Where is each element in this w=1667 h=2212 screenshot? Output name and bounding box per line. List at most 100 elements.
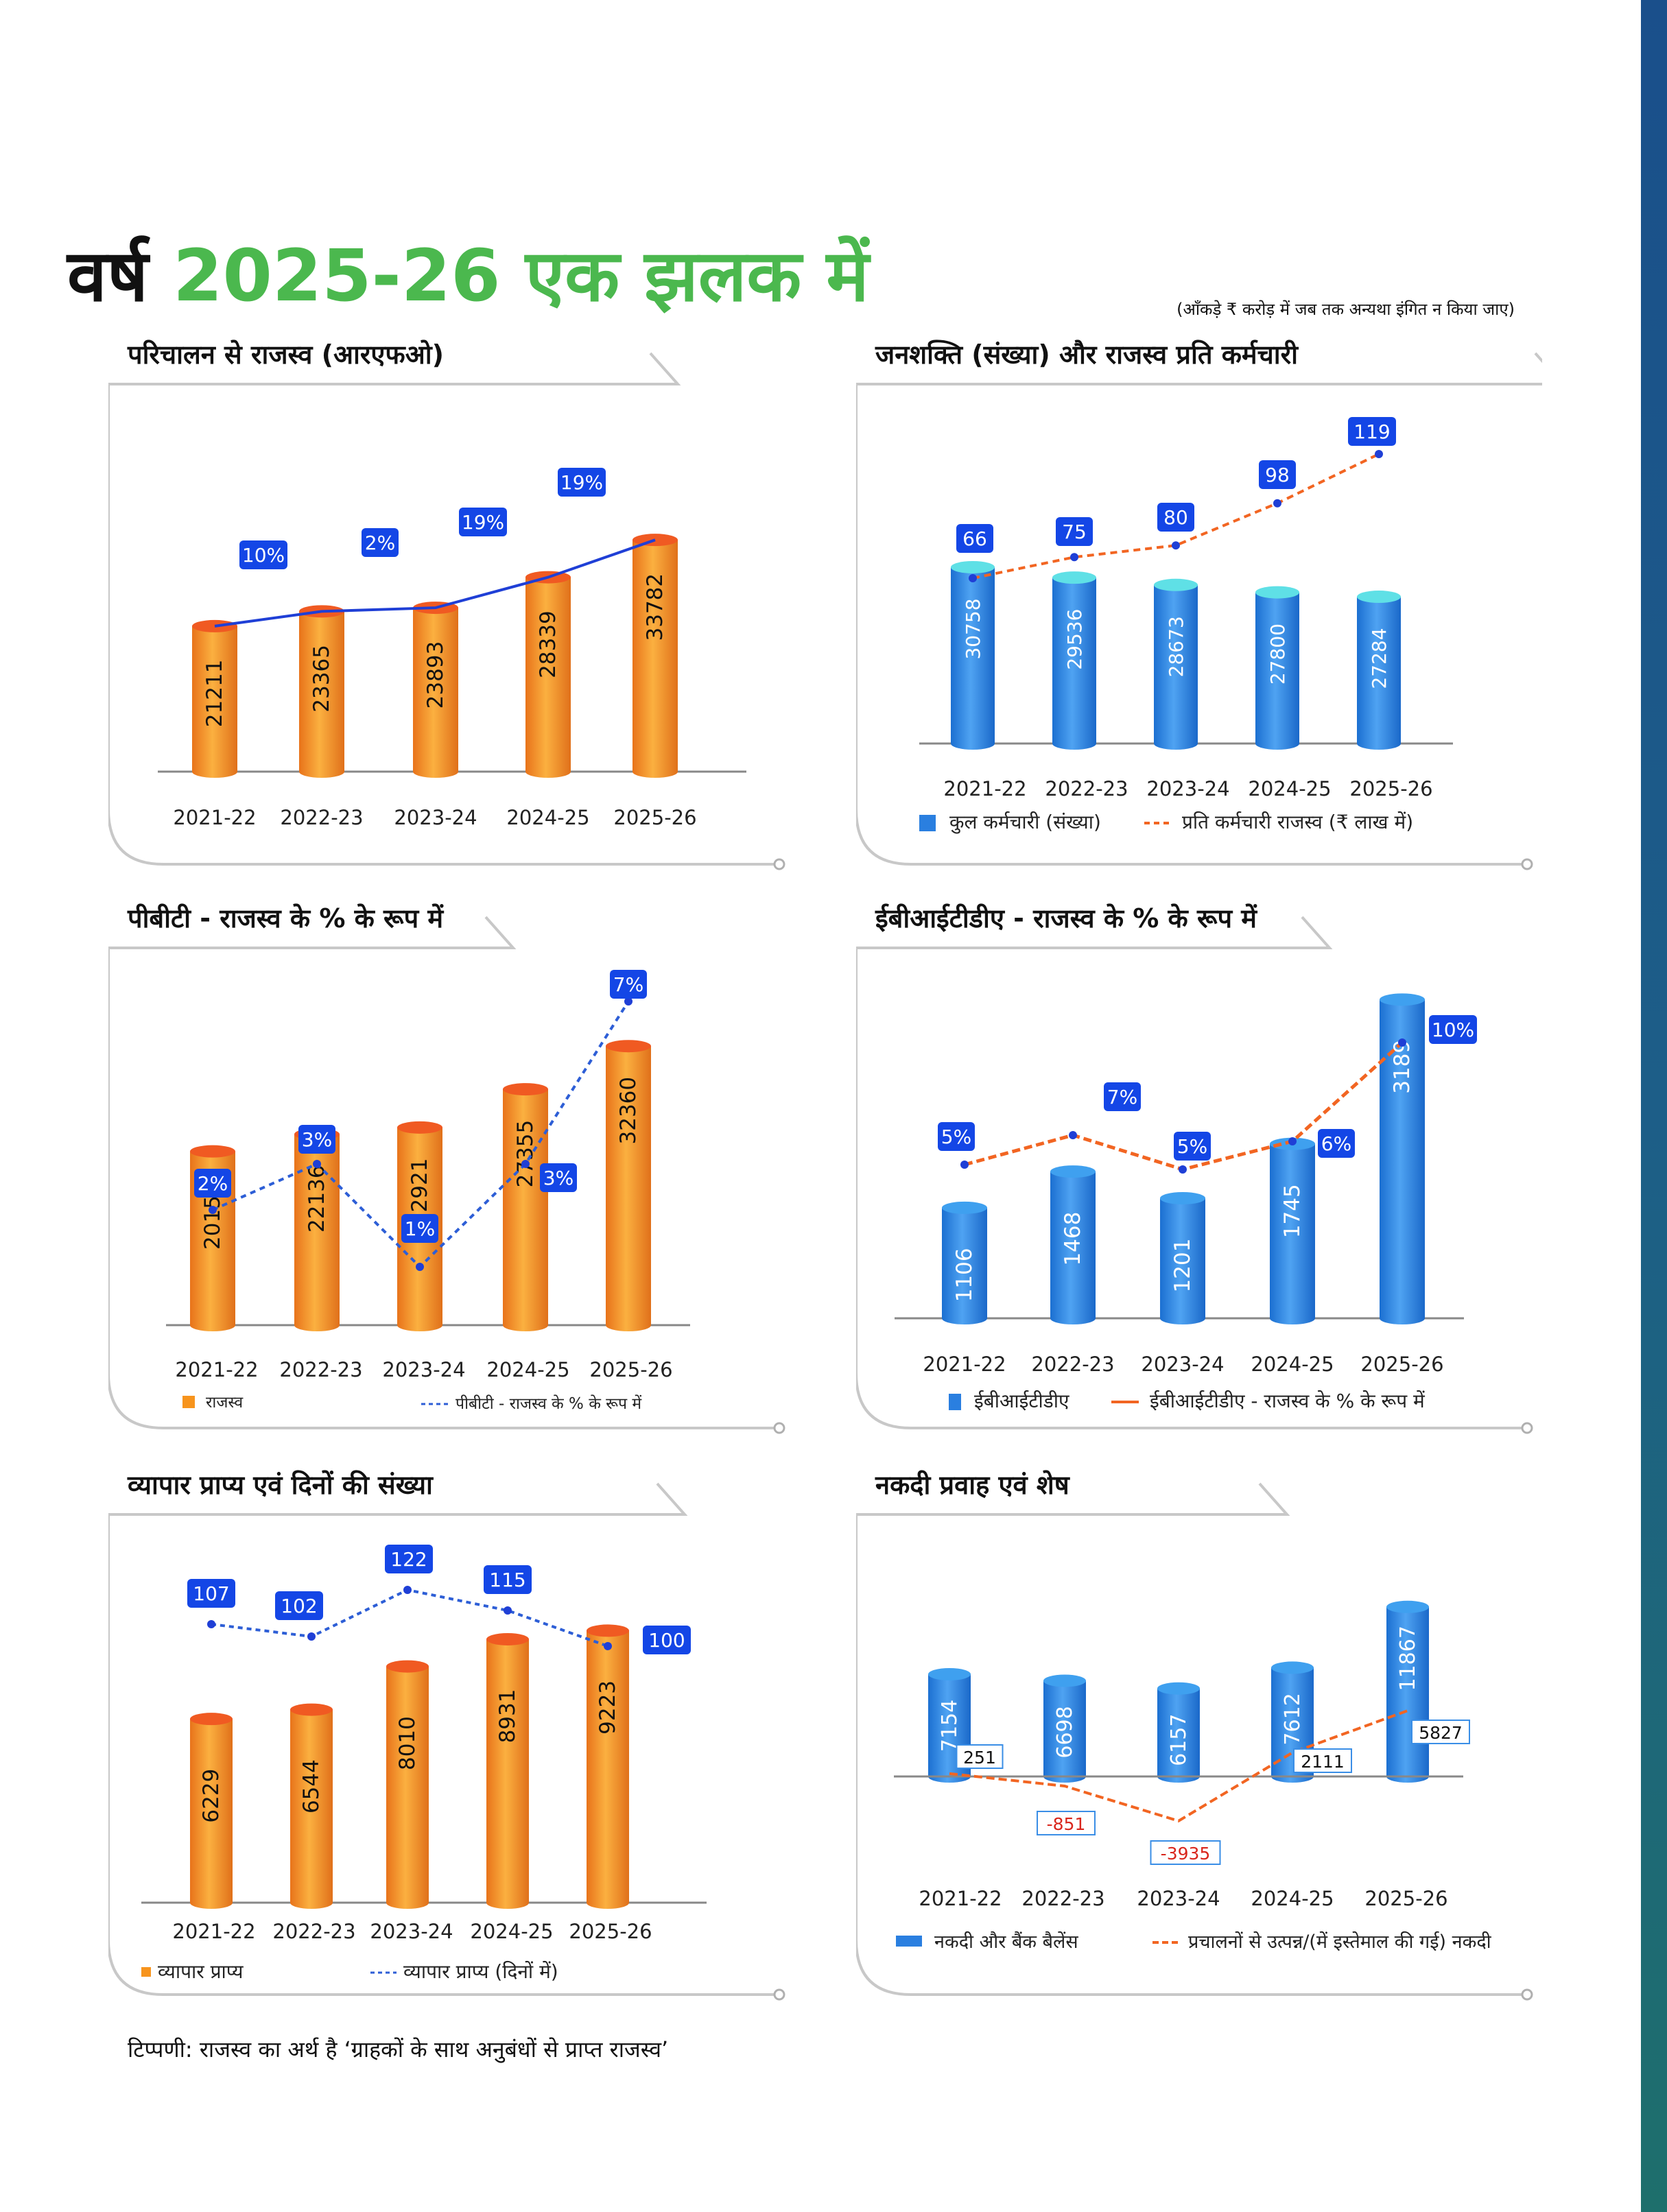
ebitda-label-1-bg [1104, 1082, 1141, 1111]
bar-2 [1157, 1688, 1200, 1776]
panel-title-pbt: पीबीटी - राजस्व के % के रूप में [128, 903, 444, 933]
growth-label-0: 10% [242, 544, 285, 567]
bar-value-0: 6229 [199, 1769, 224, 1823]
category-4: 2025-26 [613, 806, 696, 829]
bar-4 [632, 540, 678, 772]
panel-title-receivables: व्यापार प्राप्य एवं दिनों की संख्या [128, 1470, 433, 1500]
category-2: 2023-24 [1146, 777, 1229, 800]
legend-line-label: प्रचालनों से उत्पन्न/(में इस्तेमाल की गई… [1188, 1931, 1492, 1953]
ebitda-label-4: 10% [1432, 1019, 1474, 1041]
bar-4-base [1380, 1312, 1425, 1324]
pbt-label-2-bg [401, 1214, 438, 1243]
ebitda-label-2: 5% [1177, 1135, 1207, 1158]
panel-title-tab [108, 916, 517, 949]
bar-0-base [942, 1312, 987, 1324]
bar-4-top [587, 1624, 629, 1637]
bar-1 [1052, 578, 1096, 744]
panel-border-dot [1521, 1988, 1533, 2001]
legend-bar-label: नकदी और बैंक बैलेंस [934, 1931, 1078, 1953]
bar-4 [587, 1630, 629, 1903]
per-employee-value-4: 119 [1353, 420, 1390, 443]
bar-0 [190, 1719, 233, 1903]
bar-2-top [1154, 578, 1198, 591]
category-3: 2024-25 [486, 1358, 569, 1381]
growth-label-3: 19% [560, 471, 603, 494]
bar-4 [1386, 1606, 1429, 1776]
category-4: 2025-26 [589, 1358, 672, 1381]
cashflow-label-0: 251 [963, 1748, 996, 1768]
bar-4-base [1357, 737, 1401, 750]
pbt-label-1-bg [298, 1125, 335, 1154]
bar-0 [942, 1207, 987, 1318]
bar-0 [951, 567, 995, 744]
legend-bar-swatch [896, 1936, 922, 1947]
days-label-1: 102 [281, 1595, 317, 1617]
category-1: 2022-23 [280, 806, 363, 829]
bar-value-4: 33782 [643, 573, 667, 641]
bar-4-base [606, 1319, 651, 1331]
growth-line [214, 538, 656, 628]
line-point-3 [504, 1606, 512, 1615]
page-title-part2: 2025-26 एक झलक में [173, 234, 869, 318]
bar-2-top [1157, 1682, 1200, 1695]
bar-1 [1043, 1680, 1086, 1776]
panel-title-manpower: जनशक्ति (संख्या) और राजस्व प्रति कर्मचार… [875, 340, 1298, 370]
per-employee-value-2: 80 [1163, 506, 1188, 529]
pbt-label-4-bg [610, 970, 647, 999]
line-point-0 [209, 1206, 217, 1214]
category-2: 2023-24 [382, 1358, 465, 1381]
bar-1 [299, 611, 344, 772]
line-point-3 [1288, 1137, 1297, 1145]
category-1: 2022-23 [1031, 1353, 1114, 1376]
panel-border [856, 1514, 1522, 1996]
panel-border-dot [1521, 858, 1533, 870]
panel-title-tab [108, 352, 681, 385]
days-line [211, 1588, 608, 1648]
bar-3 [525, 577, 571, 772]
panel-manpower: जनशक्ति (संख्या) और राजस्व प्रति कर्मचार… [856, 336, 1542, 885]
bar-value-0: 1106 [952, 1248, 977, 1302]
growth-label-2: 19% [462, 511, 504, 534]
bar-4-top [606, 1040, 651, 1053]
panel-border-dot [773, 1422, 785, 1434]
legend-bar-label: कुल कर्मचारी (संख्या) [949, 811, 1101, 834]
bar-1-base [1050, 1312, 1096, 1324]
line-point-1 [313, 1160, 321, 1168]
line-point-0 [207, 1620, 215, 1628]
bar-value-3: 28339 [536, 610, 560, 678]
legend-bar-swatch [141, 1967, 151, 1977]
bar-value-2: 6157 [1167, 1714, 1191, 1766]
bar-3-top [486, 1632, 529, 1645]
bar-3 [1255, 592, 1299, 744]
bar-0 [192, 626, 237, 772]
legend-bar-swatch [949, 1394, 961, 1410]
bar-value-3: 7612 [1281, 1693, 1305, 1745]
bar-value-0: 7154 [938, 1700, 962, 1752]
bar-2-top [397, 1121, 442, 1134]
category-3: 2024-25 [1248, 777, 1331, 800]
pbt-label-3: 3% [543, 1167, 574, 1189]
cashflow-label-0-bg [956, 1744, 1004, 1769]
bar-3-top [1255, 586, 1299, 599]
legend-bar-label: राजस्व [206, 1394, 244, 1412]
bar-2-top [1160, 1191, 1205, 1204]
bar-4 [606, 1046, 651, 1325]
category-3: 2024-25 [1251, 1353, 1334, 1376]
bar-value-3: 8931 [495, 1689, 520, 1744]
right-color-band [1641, 0, 1667, 2212]
line-point-0 [960, 1161, 969, 1169]
pbt-label-4: 7% [613, 973, 643, 996]
legend-bar-swatch [919, 815, 936, 831]
bar-3-top [503, 1083, 548, 1096]
bar-0-top [190, 1713, 233, 1726]
bar-3 [1270, 1143, 1315, 1318]
bar-3-base [1255, 737, 1299, 750]
line-point-0 [969, 574, 977, 582]
days-label-3-bg [484, 1565, 532, 1594]
chart-receivables: 6229 6544 8010 8931 9223 107 102 122 115 100 2021-… [108, 1482, 785, 2001]
per-employee-value-1-bg [1056, 517, 1093, 546]
line-point-4 [624, 997, 632, 1006]
days-label-4: 100 [648, 1629, 685, 1652]
legend-line-label: ईबीआईटीडीए - राजस्व के % के रूप में [1150, 1390, 1426, 1412]
panel-border [108, 948, 774, 1429]
